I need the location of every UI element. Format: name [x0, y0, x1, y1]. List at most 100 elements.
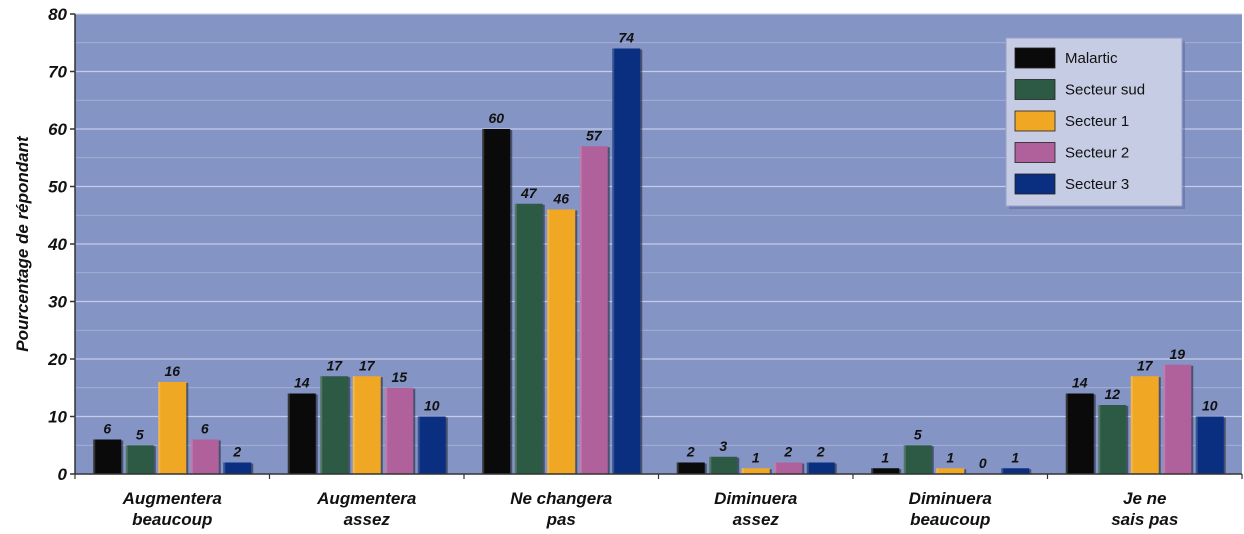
bar — [352, 376, 381, 474]
x-axis: Augmentera beaucoup Augmentera assez Ne chan… — [74, 473, 1243, 529]
y-tick-label: 70 — [48, 63, 67, 82]
y-tick-label: 0 — [58, 465, 68, 484]
bar — [514, 203, 543, 474]
bar — [1195, 416, 1224, 474]
data-label: 2 — [232, 444, 241, 460]
bar — [482, 129, 511, 474]
data-label: 3 — [719, 438, 727, 454]
x-tick-label: beaucoup — [910, 510, 990, 529]
bar-highlight — [806, 462, 809, 474]
bar — [125, 445, 154, 474]
bar — [547, 209, 576, 474]
bar-highlight — [612, 48, 615, 474]
bar — [1065, 393, 1094, 474]
bar-highlight — [417, 416, 420, 474]
data-label: 1 — [881, 449, 889, 465]
bar — [1098, 405, 1127, 474]
data-label: 19 — [1169, 346, 1185, 362]
legend-label: Secteur 3 — [1065, 176, 1129, 193]
bar-highlight — [871, 468, 874, 474]
data-label: 17 — [359, 357, 376, 373]
x-tick-label: Je ne — [1123, 489, 1166, 508]
bar-highlight — [1195, 416, 1198, 474]
legend-swatch — [1014, 47, 1056, 69]
bar — [612, 48, 641, 474]
bar-highlight — [158, 382, 161, 474]
bar — [385, 387, 414, 474]
x-tick-label: sais pas — [1111, 510, 1178, 529]
data-label: 2 — [816, 444, 825, 460]
x-tick-label: pas — [546, 510, 576, 529]
data-label: 1 — [752, 449, 760, 465]
y-tick-label: 30 — [48, 293, 67, 312]
bar-highlight — [1001, 468, 1004, 474]
data-label: 14 — [1072, 375, 1088, 391]
bar-highlight — [352, 376, 355, 474]
data-label: 1 — [946, 449, 954, 465]
legend-label: Secteur 1 — [1065, 113, 1129, 130]
bar-highlight — [125, 445, 128, 474]
data-label: 5 — [136, 426, 144, 442]
bar-highlight — [287, 393, 290, 474]
bar — [709, 456, 738, 474]
bar — [158, 382, 187, 474]
bar — [320, 376, 349, 474]
x-tick-label: Diminuera — [909, 489, 992, 508]
legend-label: Secteur sud — [1065, 82, 1145, 99]
bar — [1130, 376, 1159, 474]
bar — [936, 468, 965, 474]
data-label: 74 — [618, 30, 634, 46]
bar — [190, 439, 219, 474]
bar-highlight — [741, 468, 744, 474]
bar-highlight — [547, 209, 550, 474]
data-label: 60 — [488, 110, 504, 126]
bar-highlight — [514, 203, 517, 474]
bar-highlight — [1065, 393, 1068, 474]
bar — [903, 445, 932, 474]
y-tick-label: 60 — [48, 120, 67, 139]
y-axis: 0 10 20 30 40 50 60 70 80 — [47, 5, 76, 484]
x-tick-label: assez — [733, 510, 780, 529]
bar-highlight — [482, 129, 485, 474]
data-label: 16 — [164, 363, 180, 379]
x-tick-label: Diminuera — [714, 489, 797, 508]
bar — [223, 462, 252, 474]
bar — [1001, 468, 1030, 474]
bar-highlight — [223, 462, 226, 474]
data-label: 46 — [552, 191, 569, 207]
bar — [676, 462, 705, 474]
y-axis-label: Pourcentage de répondant — [13, 135, 32, 352]
x-tick-label: Augmentera — [122, 489, 222, 508]
y-tick-label: 20 — [47, 350, 67, 369]
bar-highlight — [190, 439, 193, 474]
bar — [417, 416, 446, 474]
bar-highlight — [903, 445, 906, 474]
bars — [93, 48, 1226, 474]
data-label: 1 — [1011, 449, 1019, 465]
data-label: 47 — [520, 185, 538, 201]
bar-highlight — [774, 462, 777, 474]
bar-highlight — [1163, 364, 1166, 474]
bar-highlight — [709, 456, 712, 474]
data-label: 57 — [586, 127, 603, 143]
bar — [774, 462, 803, 474]
bar-highlight — [1130, 376, 1133, 474]
bar — [741, 468, 770, 474]
bar-highlight — [936, 468, 939, 474]
data-label: 6 — [103, 421, 111, 437]
data-label: 10 — [424, 398, 440, 414]
data-label: 0 — [979, 455, 987, 471]
data-label: 2 — [686, 444, 695, 460]
data-label: 15 — [391, 369, 407, 385]
bar-highlight — [1098, 405, 1101, 474]
legend-label: Secteur 2 — [1065, 145, 1129, 162]
y-tick-label: 80 — [48, 5, 67, 24]
legend-swatch — [1014, 142, 1056, 163]
data-label: 5 — [914, 426, 922, 442]
x-tick-label: Ne changera — [510, 489, 612, 508]
bar — [579, 146, 608, 474]
data-label: 17 — [326, 357, 343, 373]
bar-highlight — [385, 387, 388, 474]
